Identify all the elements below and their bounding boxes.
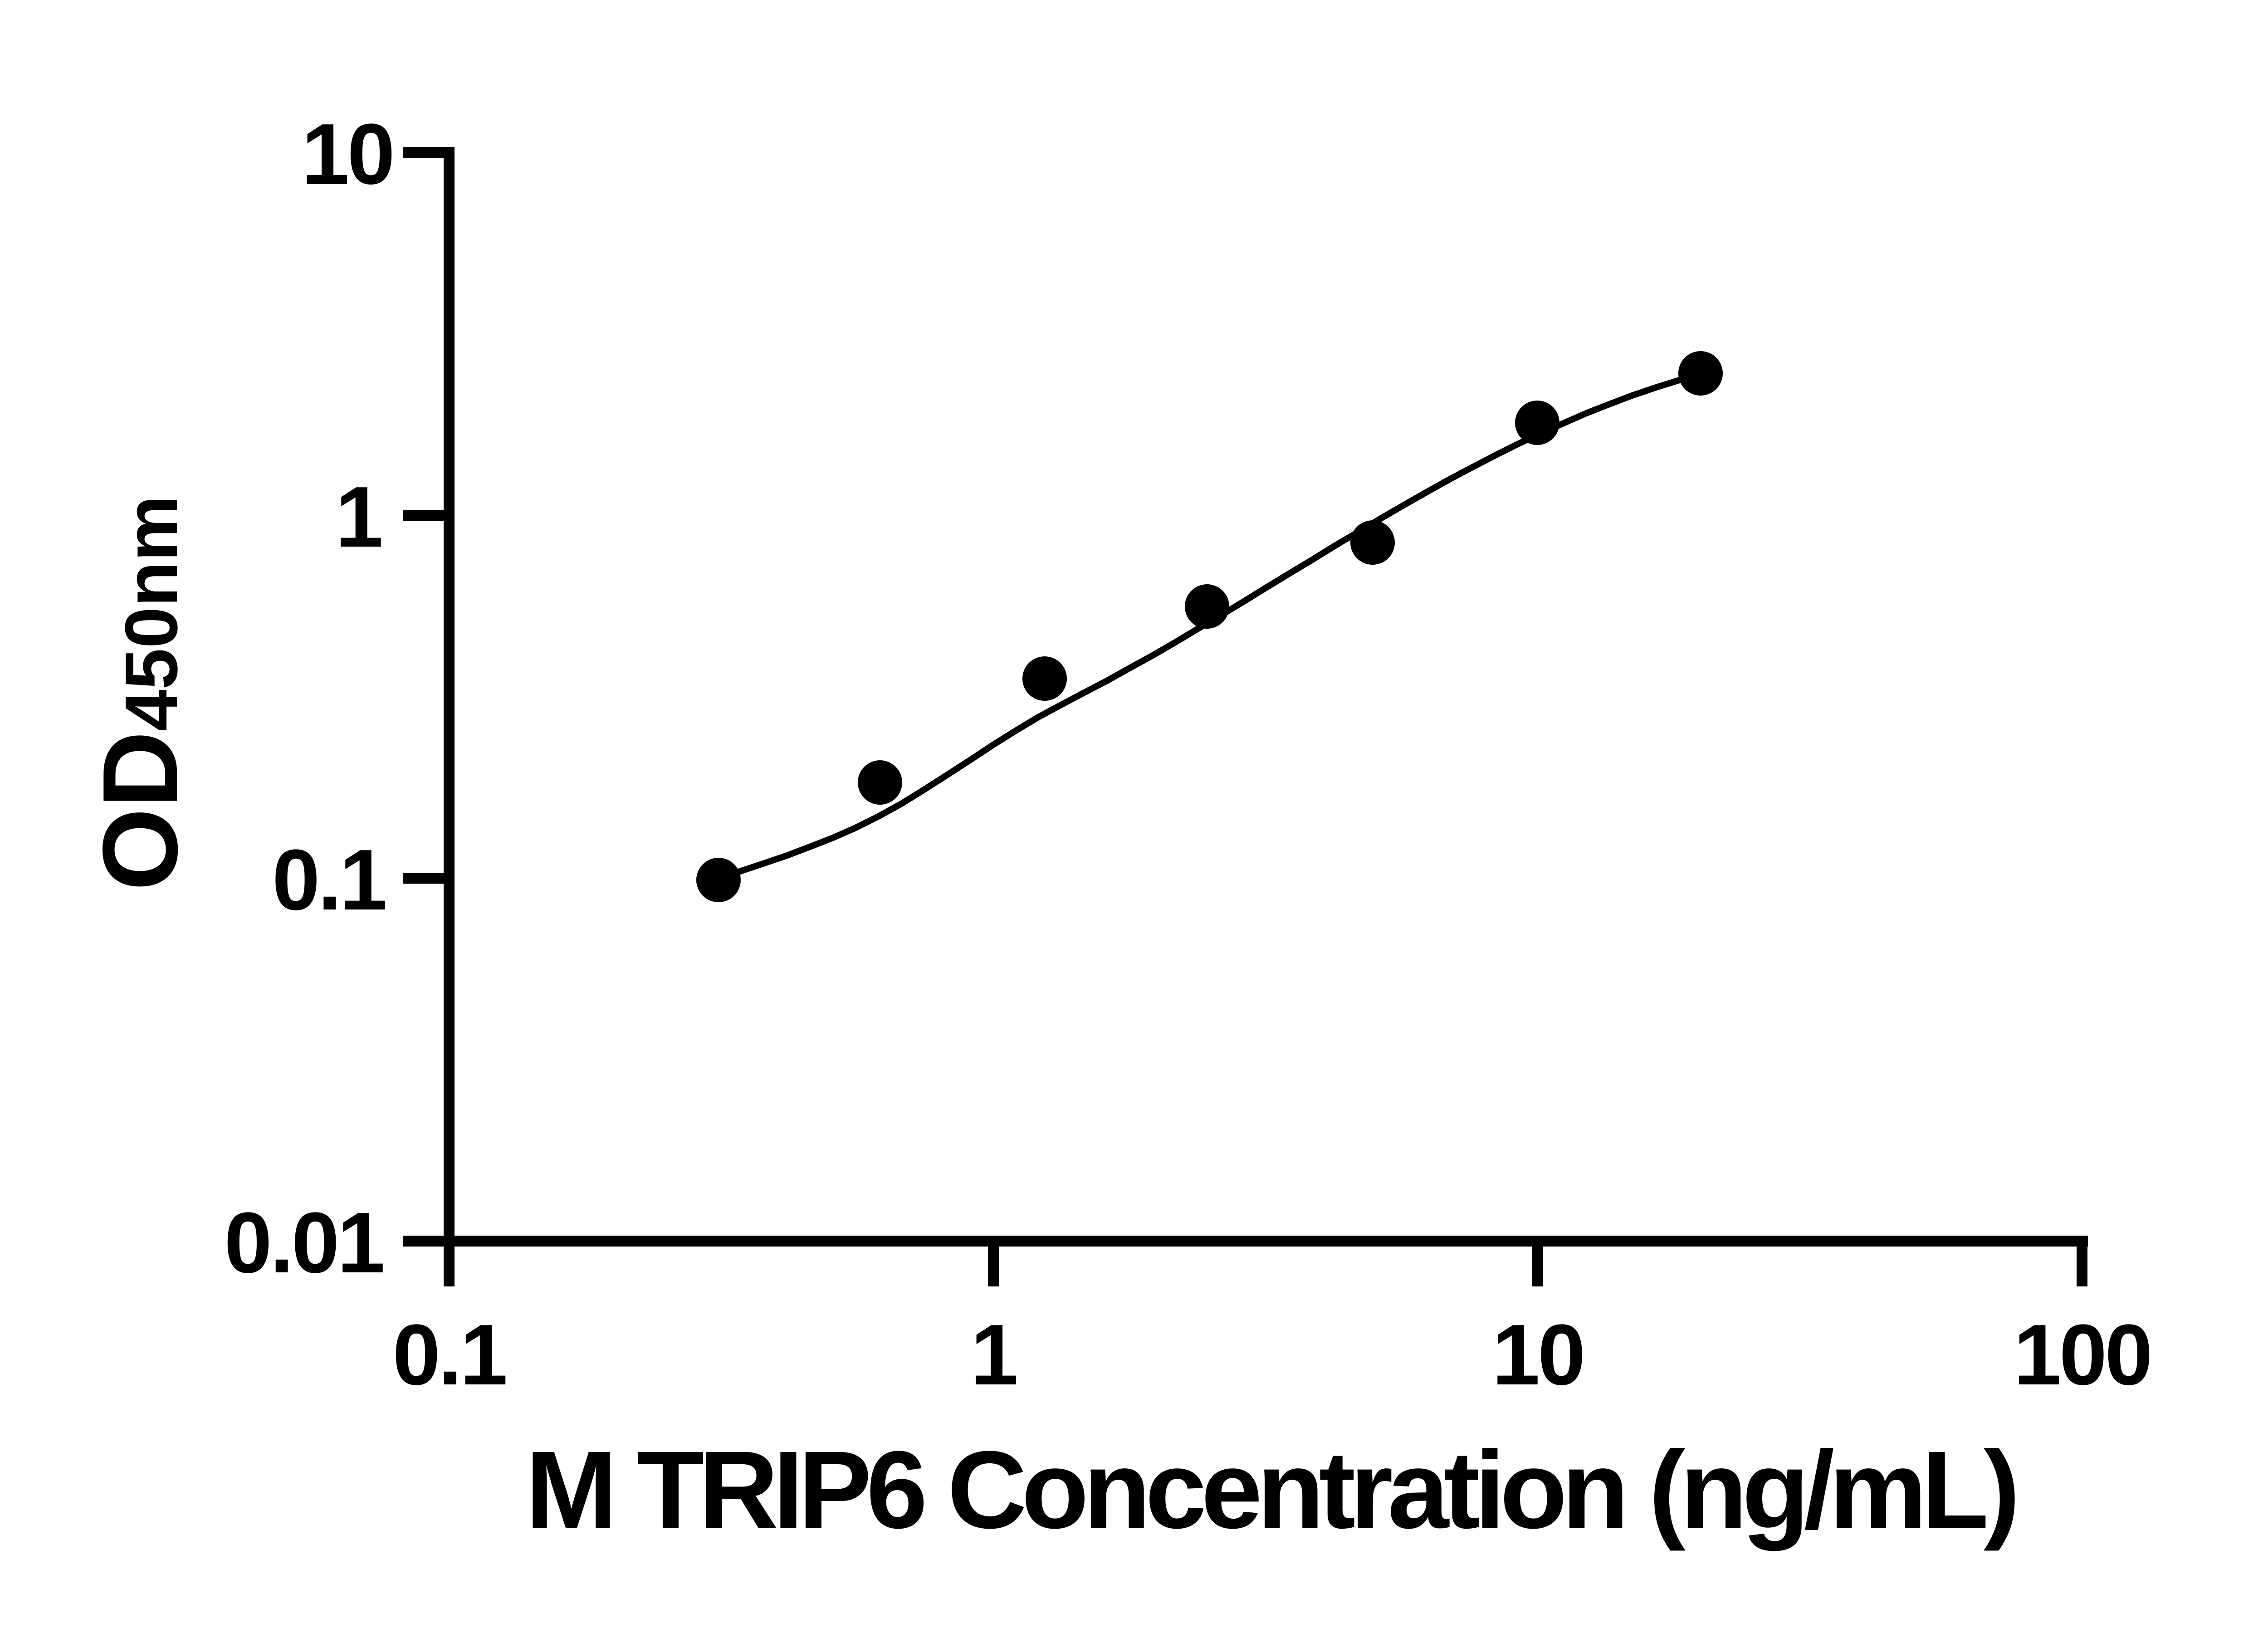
svg-text:0.01: 0.01	[224, 1195, 383, 1291]
svg-text:1: 1	[335, 469, 381, 565]
svg-text:0.1: 0.1	[392, 1307, 505, 1403]
svg-text:0.1: 0.1	[272, 832, 385, 928]
svg-text:100: 100	[2014, 1307, 2151, 1403]
svg-text:M TRIP6 Concentration (ng/mL): M TRIP6 Concentration (ng/mL)	[525, 1428, 2014, 1551]
svg-text:10: 10	[1492, 1307, 1583, 1403]
svg-text:10: 10	[302, 106, 393, 202]
svg-text:1: 1	[971, 1307, 1017, 1403]
